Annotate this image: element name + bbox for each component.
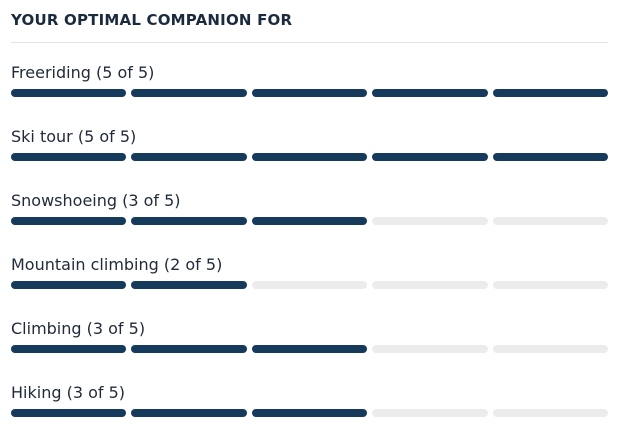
companion-ratings-panel: YOUR OPTIMAL COMPANION FOR Freeriding (5… [11, 0, 609, 443]
rating-label: Ski tour (5 of 5) [11, 127, 137, 146]
rating-meter [11, 217, 609, 225]
rating-label: Hiking (3 of 5) [11, 383, 126, 402]
rating-label: Freeriding (5 of 5) [11, 63, 155, 82]
rating-segment-filled [251, 153, 368, 161]
rating-segment-filled [251, 89, 368, 97]
rating-segment-filled [11, 345, 127, 353]
rating-label: Snowshoeing (3 of 5) [11, 191, 181, 210]
rating-row: Mountain climbing (2 of 5) [11, 251, 609, 315]
rating-meter [11, 153, 609, 161]
rating-row: Snowshoeing (3 of 5) [11, 187, 609, 251]
rating-segment-filled [11, 153, 127, 161]
rating-segment-filled [372, 89, 488, 97]
rating-segment-filled [251, 345, 368, 353]
rating-row: Hiking (3 of 5) [11, 379, 609, 443]
rating-row: Freeriding (5 of 5) [11, 59, 609, 123]
rating-segment-filled [131, 153, 247, 161]
rating-segment-filled [131, 281, 247, 289]
rating-segment-filled [251, 217, 368, 225]
rating-segment-empty [372, 281, 488, 289]
heading-divider [11, 42, 608, 43]
rating-segment-filled [11, 281, 127, 289]
rating-segment-filled [251, 409, 368, 417]
rating-label: Mountain climbing (2 of 5) [11, 255, 223, 274]
rating-segment-empty [492, 217, 609, 225]
rating-segment-empty [372, 217, 488, 225]
rating-meter [11, 281, 609, 289]
rating-meter [11, 345, 609, 353]
rating-row: Ski tour (5 of 5) [11, 123, 609, 187]
rating-segment-empty [372, 345, 488, 353]
rating-meter [11, 409, 609, 417]
section-heading: YOUR OPTIMAL COMPANION FOR [11, 11, 293, 29]
rating-segment-empty [492, 409, 609, 417]
rating-segment-filled [131, 345, 247, 353]
rating-segment-filled [11, 217, 127, 225]
rating-segment-filled [131, 89, 247, 97]
rating-segment-empty [372, 409, 488, 417]
rating-segment-filled [492, 153, 609, 161]
rating-segment-empty [251, 281, 368, 289]
rating-segment-empty [492, 345, 609, 353]
rating-segment-filled [131, 217, 247, 225]
rating-meter [11, 89, 609, 97]
rating-segment-filled [11, 89, 127, 97]
rating-segment-filled [492, 89, 609, 97]
ratings-list: Freeriding (5 of 5) Ski tour (5 of 5) Snow… [11, 59, 609, 443]
rating-segment-filled [131, 409, 247, 417]
rating-row: Climbing (3 of 5) [11, 315, 609, 379]
rating-segment-filled [11, 409, 127, 417]
rating-segment-empty [492, 281, 609, 289]
rating-label: Climbing (3 of 5) [11, 319, 146, 338]
rating-segment-filled [372, 153, 488, 161]
